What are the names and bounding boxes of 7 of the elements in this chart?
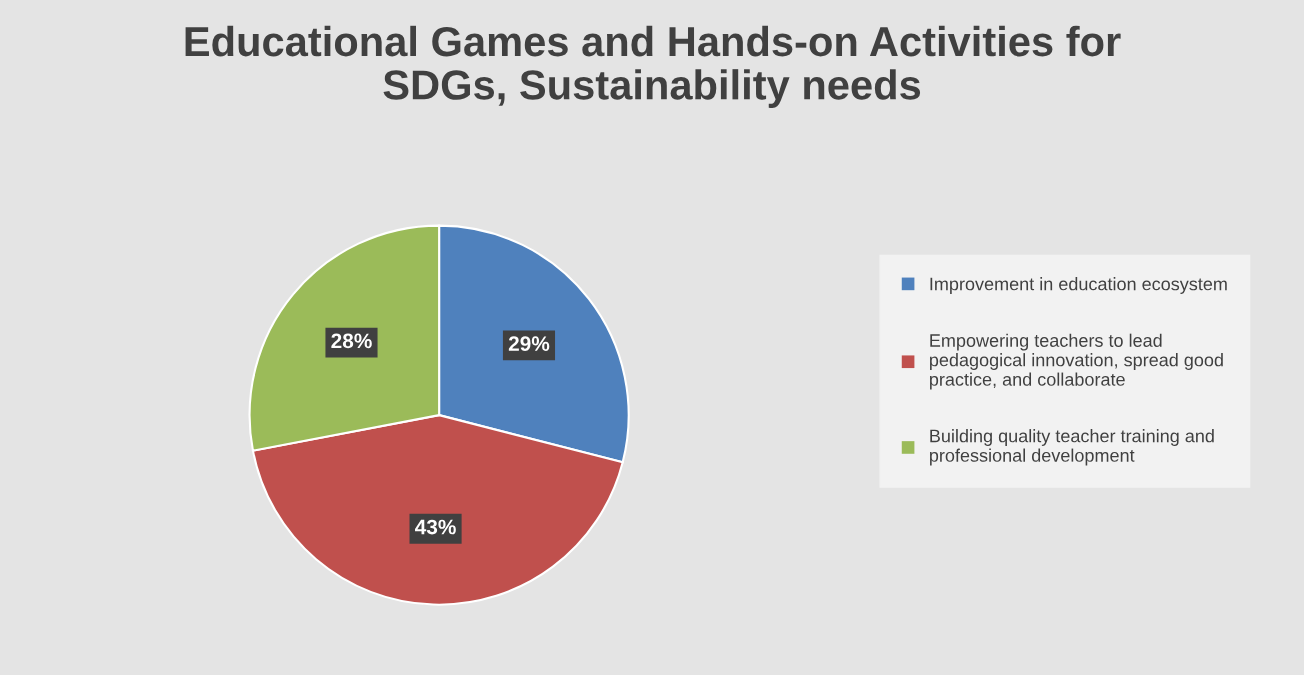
chart-title: Educational Games and Hands-on Activities for SDGs, Sustainability needs	[185, 25, 1121, 108]
data-label: 29%	[508, 336, 550, 352]
legend-label: Improvement in education ecosystem	[930, 277, 1227, 294]
legend-label: Building quality teacher training and professional development	[930, 429, 1214, 466]
legend-label: Empowering teachers to lead pedagogical innovation, spread good practice, and collaborate	[930, 333, 1223, 390]
data-label: 28%	[331, 333, 372, 349]
data-label: 43%	[415, 519, 456, 535]
